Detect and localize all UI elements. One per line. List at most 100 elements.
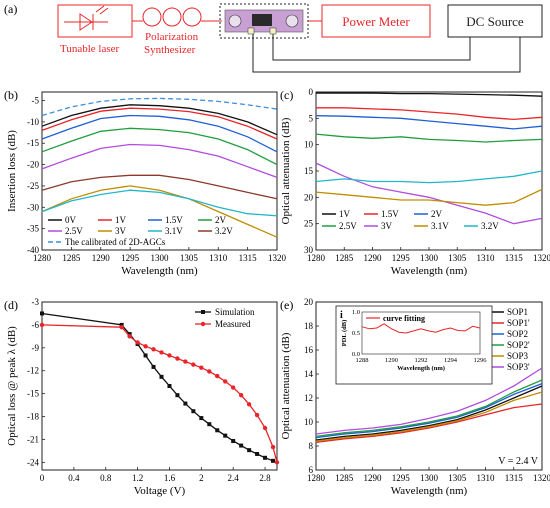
y-tick-label: 14: [304, 369, 314, 379]
inset-x-tick-label: 1296: [474, 357, 488, 364]
x-axis-label: Wavelength (nm): [121, 265, 198, 277]
x-tick-label: 1305: [448, 473, 467, 483]
series-line: [41, 174, 278, 200]
data-point: [143, 353, 148, 358]
panel-label: (c): [280, 88, 293, 102]
data-point: [143, 344, 148, 349]
data-point: [183, 359, 188, 364]
series-line: [315, 170, 543, 184]
series-line: [41, 143, 278, 179]
x-tick-label: 1310: [477, 473, 496, 483]
chip-device-icon: [219, 3, 309, 39]
legend-label: Measured: [215, 319, 251, 329]
x-tick-label: 1320: [533, 253, 550, 263]
series-line: [315, 385, 543, 441]
data-point: [270, 444, 276, 450]
data-point: [238, 392, 244, 398]
data-point: [167, 384, 172, 388]
data-point: [223, 379, 228, 384]
data-point: [255, 451, 260, 456]
y-tick-label: -40: [27, 245, 39, 255]
inset-series-line: [361, 323, 481, 334]
data-point: [231, 438, 236, 443]
inset-x-tick-label: 1288: [356, 357, 369, 364]
legend-label: SOP3': [507, 362, 530, 372]
series-line: [41, 114, 278, 153]
series-line: [41, 185, 278, 238]
power-meter-box: [321, 4, 431, 38]
data-point: [199, 365, 204, 370]
data-point: [127, 334, 132, 339]
laser-box: [57, 4, 133, 38]
data-point: [183, 401, 188, 406]
inset-y-tick-label: 1.0: [352, 309, 360, 316]
y-tick-label: 30: [304, 245, 314, 255]
x-tick-label: 1320: [533, 473, 550, 483]
x-tick-label: 1280: [33, 253, 52, 263]
legend-label: 0V: [65, 215, 77, 225]
y-tick-label: -21: [27, 434, 39, 444]
series-line: [315, 382, 543, 439]
y-tick-label: 12: [304, 393, 313, 403]
y-tick-label: -20: [27, 160, 39, 170]
series-line: [41, 189, 278, 217]
series-line: [315, 115, 543, 130]
series-line: [41, 127, 278, 166]
x-tick-label: 1290: [364, 253, 383, 263]
inset-y-tick-label: 0.0: [352, 351, 360, 358]
legend-label: 2V: [215, 215, 227, 225]
legend-label: SOP1: [507, 307, 528, 317]
x-tick-label: 1320: [268, 253, 287, 263]
x-axis-label: Wavelength (nm): [391, 265, 468, 277]
legend-marker: [201, 310, 205, 314]
polarization-coil-icon: [142, 7, 202, 27]
inset-x-tick-label: 1290: [385, 357, 398, 364]
legend-label: 3.1V: [431, 221, 449, 231]
y-tick-label: 18: [304, 321, 314, 331]
x-tick-label: 2.8: [259, 473, 271, 483]
chart-c: (c) 1280 1285 1290 1295 1300 1305 1310 1315 1320 0…: [280, 87, 550, 277]
legend-label: SOP3: [507, 351, 529, 361]
inset-label: i: [340, 310, 343, 321]
x-tick-label: 2: [199, 473, 204, 483]
data-point: [175, 393, 180, 398]
x-tick-label: 1295: [121, 253, 140, 263]
x-tick-label: 1290: [92, 253, 111, 263]
series-line: [315, 133, 543, 143]
dc-source-label: DC Source: [466, 14, 524, 29]
series-line: [316, 107, 543, 121]
legend-label: 3.2V: [215, 226, 233, 236]
data-point: [151, 347, 156, 352]
x-tick-label: 1280: [307, 473, 326, 483]
y-tick-label: 5: [309, 113, 314, 123]
data-point: [274, 460, 280, 465]
data-point: [119, 325, 124, 330]
data-point: [175, 356, 180, 361]
y-tick-label: -9: [32, 343, 40, 353]
y-tick-label: -24: [27, 457, 39, 467]
legend-label: SOP1': [507, 318, 530, 328]
legend-label: 2.5V: [339, 221, 357, 231]
laser-label: Tunable laser: [60, 43, 120, 55]
x-tick-label: 1295: [392, 473, 411, 483]
data-point: [246, 402, 252, 407]
legend-label: 1V: [339, 209, 351, 219]
panel-label: (d): [4, 298, 18, 312]
x-tick-label: 1285: [335, 253, 354, 263]
x-tick-label: 0.8: [100, 473, 112, 483]
x-tick-label: 1315: [505, 253, 524, 263]
y-tick-label: 0: [309, 87, 314, 97]
y-tick-label: 15: [304, 166, 314, 176]
y-tick-label: 10: [304, 140, 314, 150]
data-point: [127, 332, 132, 337]
x-tick-label: 1300: [151, 253, 170, 263]
series-line: [315, 379, 543, 438]
y-tick-label: -5: [32, 96, 40, 106]
legend-label: 3.1V: [165, 226, 183, 236]
x-tick-label: 1310: [209, 253, 228, 263]
x-tick-label: 1315: [505, 473, 524, 483]
x-tick-label: 2.4: [228, 473, 240, 483]
legend-label: 3V: [115, 226, 127, 236]
setup-diagram: (a) Tunable laser Polarization Synthesiz…: [4, 2, 543, 73]
